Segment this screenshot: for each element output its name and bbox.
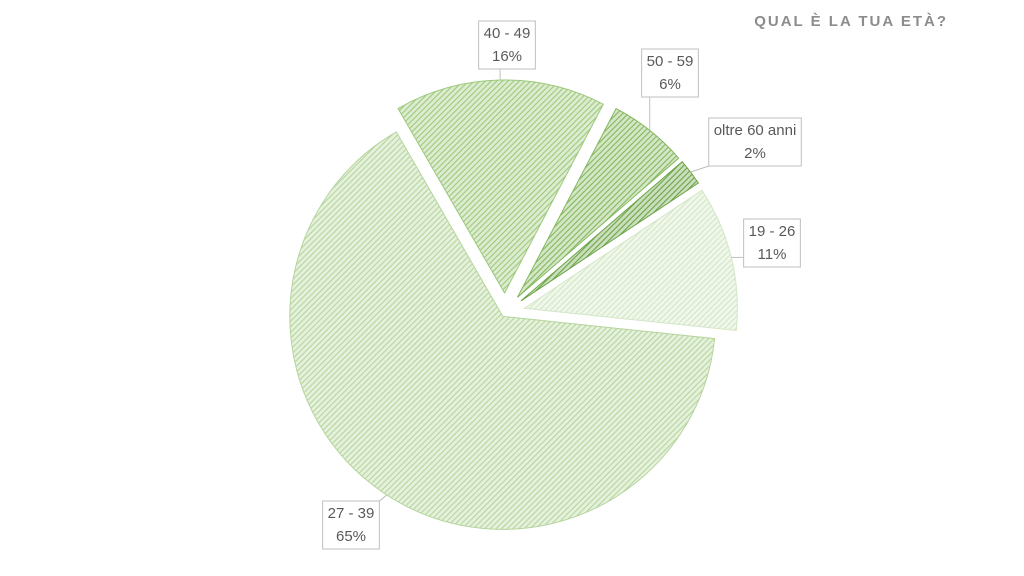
category-label: oltre 60 anni [714,122,797,139]
pie-slice [516,107,680,298]
category-label: 19 - 26 [749,223,796,240]
pie-slice [522,189,738,332]
value-label: 65% [336,528,366,545]
data-label: 27 - 39 65% [322,500,380,550]
category-label: 50 - 59 [647,53,694,70]
value-label: 2% [744,145,766,162]
category-label: 40 - 49 [484,25,531,42]
data-label: 40 - 49 16% [478,20,536,70]
data-label: 50 - 59 6% [641,48,699,98]
label-box [641,48,699,98]
leader-line [379,494,388,502]
pie-slice [397,79,604,295]
label-box [743,218,801,268]
chart-title: QUAL È LA TUA ETÀ? [754,13,948,30]
label-box [478,20,536,70]
pie-slice [289,131,716,530]
label-box [708,117,802,167]
category-label: 27 - 39 [328,505,375,522]
data-label: oltre 60 anni 2% [708,117,802,167]
leader-line [690,165,709,173]
value-label: 11% [758,246,787,263]
value-label: 6% [659,76,681,93]
label-box [322,500,380,550]
value-label: 16% [492,48,522,65]
data-label: 19 - 26 11% [743,218,801,268]
